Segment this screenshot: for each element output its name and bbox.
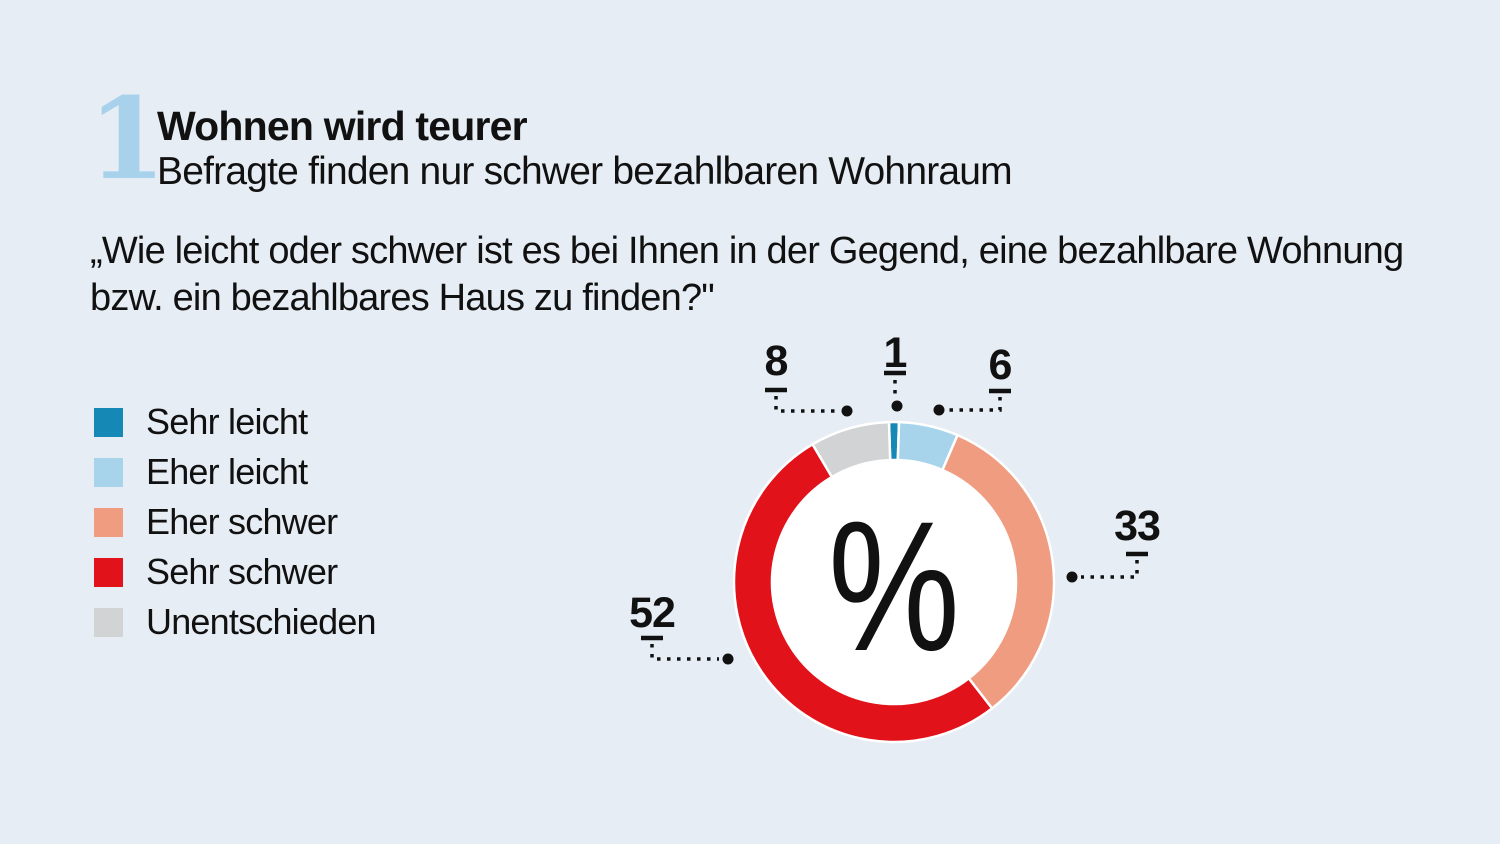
donut-segment-sehr-schwer (732, 443, 994, 744)
value-label-unentschieden: 8 (765, 337, 788, 385)
leader-dot-eher-schwer (1066, 571, 1078, 583)
legend-swatch-sehr-schwer (94, 557, 123, 587)
leader-line-sehr-schwer (650, 644, 719, 661)
legend-item-unentschieden: Unentschieden (94, 597, 377, 647)
legend-label-eher-schwer: Eher schwer (146, 501, 338, 542)
legend-label-sehr-leicht: Sehr leicht (146, 401, 308, 442)
legend-label-eher-leicht: Eher leicht (146, 451, 308, 492)
legend-swatch-sehr-leicht (94, 407, 123, 437)
legend-swatch-eher-schwer (94, 507, 123, 537)
leader-line-unentschieden (774, 396, 838, 413)
legend-swatch-eher-leicht (94, 457, 123, 487)
donut-segment-unentschieden (811, 420, 892, 479)
legend-label-sehr-schwer: Sehr schwer (146, 551, 338, 592)
index-number: 1 (88, 74, 166, 205)
legend-item-sehr-leicht: Sehr leicht (94, 397, 376, 447)
leader-line-eher-schwer (1081, 560, 1139, 579)
percent-symbol: % (828, 483, 960, 690)
leader-line-eher-leicht (948, 397, 1002, 412)
header: Wohnen wird teurer Befragte finden nur s… (157, 103, 1013, 195)
value-label-eher-leicht: 6 (989, 341, 1012, 389)
legend-label-unentschieden: Unentschieden (146, 601, 377, 642)
value-callouts: 1 6 33 52 8 (629, 329, 1161, 665)
leader-dot-unentschieden (841, 405, 853, 417)
donut-inner-circle (771, 459, 1017, 705)
legend-swatch-unentschieden (94, 607, 123, 637)
value-label-sehr-leicht: 1 (884, 329, 907, 377)
survey-question: „Wie leicht oder schwer ist es bei Ihnen… (90, 228, 1490, 322)
chart-title: Wohnen wird teurer (157, 103, 528, 149)
leader-dot-sehr-leicht (891, 400, 903, 412)
legend-item-sehr-schwer: Sehr schwer (94, 547, 376, 597)
leader-dot-eher-leicht (933, 404, 945, 416)
value-label-sehr-schwer: 52 (629, 589, 675, 637)
survey-question-line2: bzw. ein bezahlbares Haus zu finden?" (90, 277, 715, 319)
value-label-eher-schwer: 33 (1114, 502, 1160, 550)
donut-chart: 1 6 33 52 8 % (629, 329, 1161, 744)
chart-subtitle: Befragte finden nur schwer bezahlbaren W… (157, 150, 1013, 193)
legend-item-eher-leicht: Eher leicht (94, 447, 376, 497)
leader-dot-sehr-schwer (722, 653, 734, 665)
donut-segments (732, 420, 1056, 744)
legend: Sehr leicht Eher leicht Eher schwer Sehr… (94, 397, 377, 647)
legend-item-eher-schwer: Eher schwer (94, 497, 376, 547)
survey-question-line1: „Wie leicht oder schwer ist es bei Ihnen… (90, 230, 1404, 272)
